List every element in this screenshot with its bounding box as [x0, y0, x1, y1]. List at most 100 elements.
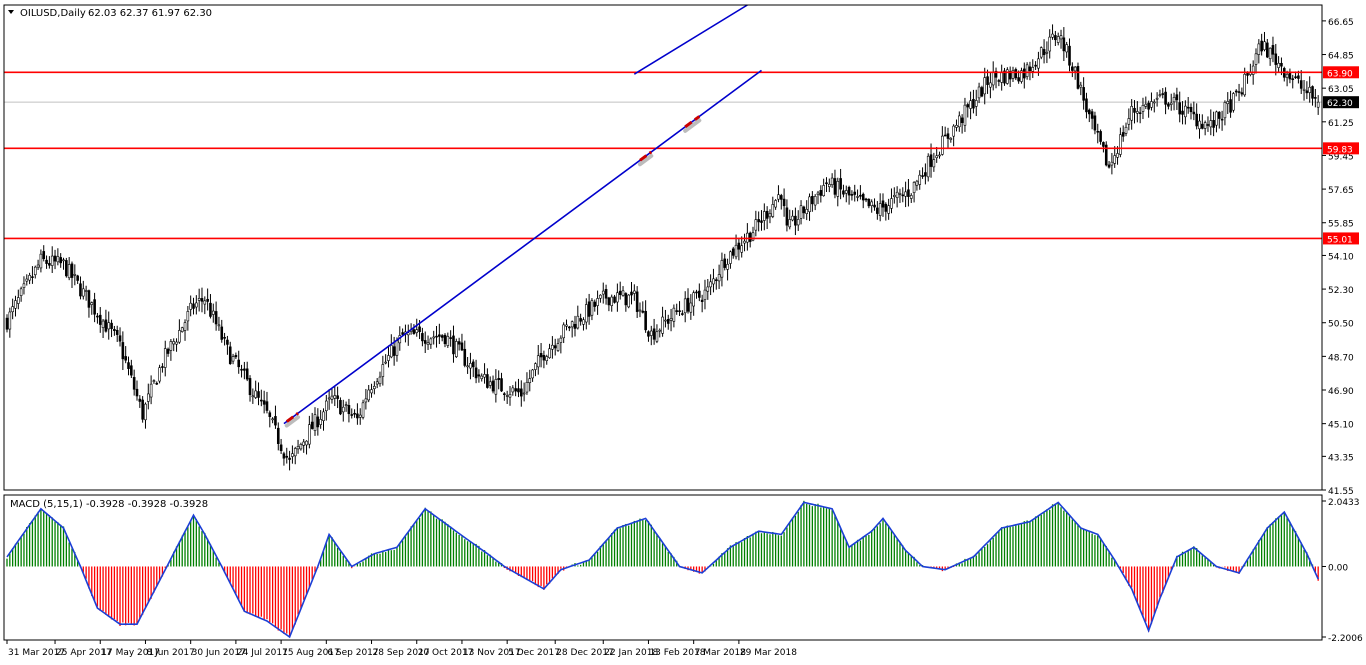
- candle[interactable]: [1257, 39, 1261, 64]
- candle[interactable]: [353, 409, 356, 418]
- candle[interactable]: [788, 209, 792, 230]
- candle[interactable]: [641, 301, 645, 314]
- candle[interactable]: [946, 127, 950, 149]
- candle[interactable]: [358, 408, 362, 425]
- candle[interactable]: [1237, 83, 1241, 102]
- candle[interactable]: [1181, 101, 1184, 125]
- candle[interactable]: [22, 276, 26, 295]
- candle[interactable]: [19, 286, 23, 302]
- candle[interactable]: [1206, 116, 1210, 132]
- candle[interactable]: [839, 168, 842, 200]
- candle[interactable]: [65, 257, 68, 278]
- candle[interactable]: [1189, 103, 1193, 120]
- candle[interactable]: [70, 261, 74, 288]
- candle[interactable]: [805, 200, 809, 221]
- candle[interactable]: [1266, 38, 1269, 59]
- candle[interactable]: [836, 177, 840, 207]
- candle[interactable]: [1056, 32, 1060, 46]
- candle[interactable]: [1195, 103, 1198, 130]
- candle[interactable]: [893, 187, 896, 204]
- candle[interactable]: [1203, 120, 1207, 136]
- candle[interactable]: [921, 167, 924, 179]
- candle[interactable]: [859, 185, 862, 200]
- candle[interactable]: [974, 89, 978, 116]
- candle[interactable]: [582, 317, 585, 331]
- candle[interactable]: [850, 190, 854, 201]
- candle[interactable]: [861, 192, 865, 209]
- candle[interactable]: [14, 295, 17, 317]
- candle[interactable]: [33, 265, 37, 279]
- candle[interactable]: [1124, 122, 1128, 137]
- candle[interactable]: [822, 178, 825, 197]
- candle[interactable]: [782, 188, 786, 217]
- candle[interactable]: [695, 289, 698, 299]
- candle[interactable]: [172, 338, 176, 352]
- candle[interactable]: [195, 295, 198, 315]
- candle[interactable]: [796, 210, 800, 231]
- candle[interactable]: [740, 236, 744, 258]
- candle[interactable]: [534, 362, 537, 377]
- candle[interactable]: [446, 332, 450, 348]
- candle[interactable]: [197, 288, 201, 312]
- candle[interactable]: [330, 387, 334, 404]
- candle[interactable]: [960, 114, 964, 134]
- candle[interactable]: [381, 355, 385, 386]
- candle[interactable]: [539, 343, 543, 368]
- candle[interactable]: [486, 368, 489, 389]
- candle[interactable]: [737, 237, 741, 261]
- candle[interactable]: [949, 137, 953, 143]
- candle[interactable]: [305, 440, 308, 455]
- candle[interactable]: [282, 451, 286, 466]
- candle[interactable]: [302, 438, 306, 453]
- candle[interactable]: [1065, 41, 1068, 58]
- candle[interactable]: [618, 281, 622, 300]
- candle[interactable]: [76, 274, 79, 284]
- candle[interactable]: [206, 288, 209, 311]
- candle[interactable]: [1217, 111, 1221, 129]
- candle[interactable]: [121, 331, 125, 371]
- candle[interactable]: [593, 299, 597, 312]
- candle[interactable]: [50, 246, 54, 274]
- candle[interactable]: [828, 178, 831, 193]
- candle[interactable]: [508, 386, 512, 406]
- candle[interactable]: [5, 314, 9, 333]
- candle[interactable]: [692, 290, 695, 316]
- candle[interactable]: [607, 296, 611, 312]
- candle[interactable]: [144, 402, 147, 429]
- candle[interactable]: [1271, 36, 1275, 63]
- candle[interactable]: [1249, 63, 1252, 77]
- candle[interactable]: [127, 356, 130, 376]
- candle[interactable]: [299, 442, 303, 451]
- candle[interactable]: [1246, 71, 1249, 84]
- candle[interactable]: [986, 69, 989, 94]
- candle[interactable]: [844, 185, 848, 203]
- candle[interactable]: [146, 383, 150, 410]
- candle[interactable]: [717, 264, 721, 290]
- candle[interactable]: [175, 338, 178, 352]
- candle[interactable]: [477, 369, 481, 383]
- candle[interactable]: [211, 303, 215, 323]
- candle[interactable]: [915, 179, 919, 191]
- candle[interactable]: [856, 189, 859, 202]
- candle[interactable]: [138, 395, 142, 408]
- candle[interactable]: [536, 344, 540, 375]
- candle[interactable]: [1136, 101, 1139, 123]
- candle[interactable]: [779, 193, 783, 210]
- candle[interactable]: [545, 354, 549, 365]
- candle[interactable]: [452, 325, 455, 363]
- candle[interactable]: [912, 181, 916, 203]
- candle[interactable]: [350, 408, 354, 419]
- candle[interactable]: [254, 380, 257, 399]
- candle[interactable]: [565, 319, 568, 331]
- candle[interactable]: [373, 381, 376, 395]
- candle[interactable]: [813, 194, 817, 211]
- candle[interactable]: [163, 340, 167, 377]
- candle[interactable]: [881, 193, 885, 217]
- candle[interactable]: [1079, 81, 1083, 96]
- candle[interactable]: [209, 294, 212, 319]
- candle[interactable]: [1062, 27, 1066, 62]
- candle[interactable]: [1226, 92, 1230, 115]
- candle[interactable]: [90, 301, 94, 315]
- candle[interactable]: [528, 369, 532, 392]
- candle[interactable]: [67, 257, 71, 281]
